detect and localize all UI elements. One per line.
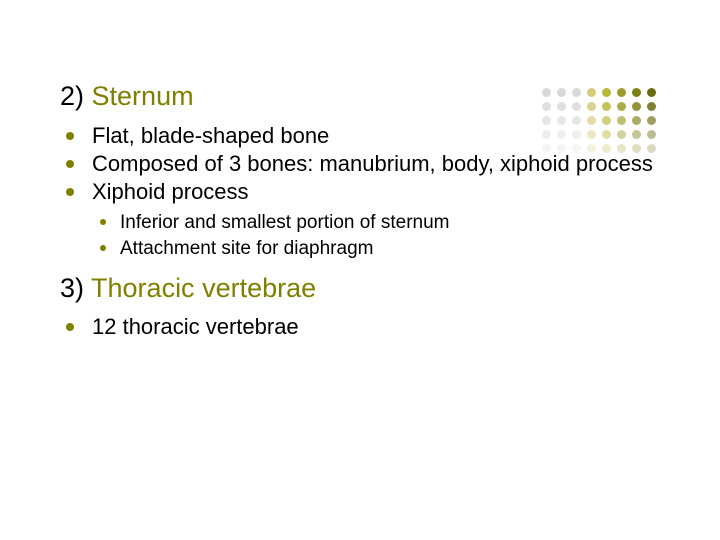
- bullet-text: Inferior and smallest portion of sternum: [120, 212, 450, 233]
- bullet-text: Xiphoid process: [92, 179, 249, 204]
- list-item: 12 thoracic vertebrae: [60, 313, 660, 341]
- list-item: Attachment site for diaphragm: [92, 236, 660, 262]
- section-heading: 2) Sternum: [60, 80, 660, 114]
- section-number: 3): [60, 273, 84, 303]
- section-title: Sternum: [92, 81, 194, 111]
- bullet-text: Attachment site for diaphragm: [120, 238, 373, 259]
- bullet-list: 12 thoracic vertebrae: [60, 313, 660, 341]
- section-number: 2): [60, 81, 84, 111]
- bullet-text: 12 thoracic vertebrae: [92, 314, 299, 339]
- list-item: Inferior and smallest portion of sternum: [92, 210, 660, 236]
- list-item: Xiphoid process Inferior and smallest po…: [60, 178, 660, 261]
- section-title: Thoracic vertebrae: [91, 273, 316, 303]
- slide-content: 2) Sternum Flat, blade-shaped bone Compo…: [60, 80, 660, 351]
- list-item: Composed of 3 bones: manubrium, body, xi…: [60, 150, 660, 178]
- sub-bullet-list: Inferior and smallest portion of sternum…: [92, 210, 660, 261]
- bullet-list: Flat, blade-shaped bone Composed of 3 bo…: [60, 122, 660, 262]
- bullet-text: Composed of 3 bones: manubrium, body, xi…: [92, 151, 653, 176]
- list-item: Flat, blade-shaped bone: [60, 122, 660, 150]
- section-heading: 3) Thoracic vertebrae: [60, 272, 660, 306]
- slide: 2) Sternum Flat, blade-shaped bone Compo…: [0, 0, 720, 540]
- bullet-text: Flat, blade-shaped bone: [92, 123, 329, 148]
